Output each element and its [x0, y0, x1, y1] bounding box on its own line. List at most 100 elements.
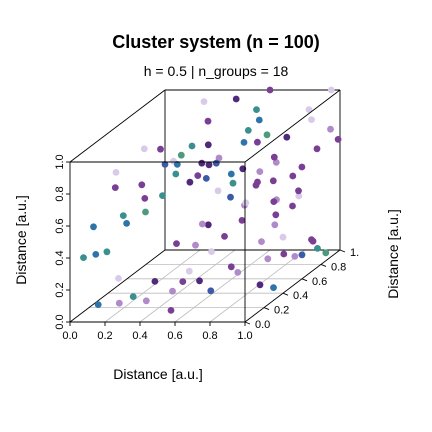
- data-point: [269, 177, 277, 185]
- y-tick-mark: [339, 249, 346, 253]
- y-axis-label: Distance [a.u.]: [385, 209, 401, 299]
- z-tick-label: 1.0: [54, 154, 66, 169]
- data-point: [159, 192, 166, 200]
- y-tick-label: 0.0: [255, 319, 270, 331]
- data-point: [215, 154, 223, 162]
- data-point: [173, 161, 181, 168]
- y-tick-label: 1.: [350, 247, 359, 259]
- data-points: [80, 86, 342, 314]
- data-point: [167, 307, 175, 314]
- data-point: [270, 284, 277, 291]
- data-point: [295, 192, 303, 200]
- data-point: [334, 136, 342, 143]
- data-point: [173, 240, 180, 248]
- data-point: [227, 263, 235, 271]
- y-tick-label: 0.4: [293, 290, 308, 302]
- z-tick-label: 0.4: [54, 250, 66, 265]
- data-point: [272, 211, 280, 219]
- data-point: [255, 116, 263, 124]
- x-tick-label: 0.0: [62, 330, 77, 342]
- data-point: [196, 277, 203, 285]
- y-tick-mark: [282, 292, 289, 296]
- data-point: [234, 269, 242, 276]
- data-point: [272, 159, 280, 166]
- data-point: [271, 221, 279, 229]
- data-point: [244, 126, 252, 134]
- y-tick-mark: [263, 307, 270, 311]
- data-point: [208, 248, 215, 256]
- data-point: [103, 248, 111, 256]
- box-edge: [244, 249, 341, 323]
- data-point: [258, 238, 265, 246]
- box-edge: [69, 89, 166, 163]
- data-point: [207, 287, 215, 295]
- data-point: [256, 168, 264, 176]
- data-point: [179, 278, 187, 285]
- data-point: [229, 179, 237, 187]
- data-point: [266, 86, 274, 94]
- y-tick-label: 0.6: [312, 276, 327, 288]
- data-point: [202, 175, 210, 182]
- data-point: [198, 220, 206, 228]
- data-point: [194, 172, 202, 180]
- data-point: [221, 233, 228, 240]
- data-point: [298, 251, 306, 259]
- y-tick-mark: [320, 263, 327, 267]
- data-point: [232, 95, 240, 103]
- data-point: [238, 217, 246, 224]
- box-back-edges: [69, 89, 341, 323]
- data-point: [80, 254, 87, 261]
- data-point: [151, 278, 159, 285]
- data-point: [115, 299, 123, 307]
- y-tick-mark: [244, 321, 251, 325]
- data-point: [227, 170, 235, 178]
- z-axis-label: Distance [a.u.]: [13, 195, 29, 285]
- y-axis-ticks: 0.0 0.2 0.4 0.6 0.8 1.: [244, 247, 359, 331]
- x-tick-label: 1.0: [237, 330, 252, 342]
- z-tick-label: 0.0: [54, 314, 66, 329]
- data-point: [254, 138, 261, 146]
- data-point: [111, 184, 119, 192]
- data-point: [172, 170, 180, 178]
- data-point: [280, 250, 288, 258]
- data-point: [270, 153, 278, 161]
- data-point: [313, 145, 321, 153]
- z-tick-label: 0.8: [54, 186, 66, 201]
- x-axis-ticks: 0.0 0.2 0.4 0.6 0.8 1.0: [62, 322, 253, 342]
- data-point: [204, 141, 212, 149]
- data-point: [298, 163, 306, 171]
- data-point: [253, 106, 260, 113]
- data-point: [242, 199, 250, 207]
- floor-grid-line: [174, 249, 271, 323]
- z-axis-ticks: 0.0 0.2 0.4 0.6 0.8 1.0: [54, 154, 70, 330]
- z-tick-label: 0.6: [54, 218, 66, 233]
- data-point: [295, 187, 302, 195]
- x-tick-label: 0.2: [97, 330, 112, 342]
- data-point: [291, 253, 299, 260]
- data-point: [204, 221, 212, 229]
- data-point: [214, 187, 222, 195]
- data-point: [92, 251, 100, 258]
- data-point: [314, 245, 321, 252]
- data-point: [140, 145, 148, 153]
- data-point: [205, 161, 213, 169]
- data-point: [289, 172, 297, 180]
- y-tick-label: 0.8: [331, 261, 346, 273]
- data-point: [198, 159, 206, 167]
- data-point: [138, 181, 146, 189]
- y-tick-mark: [301, 278, 308, 282]
- floor-grid-line: [139, 249, 236, 323]
- data-point: [308, 116, 315, 123]
- data-point: [227, 193, 234, 201]
- data-point: [252, 181, 260, 189]
- data-point: [188, 142, 196, 150]
- data-point: [94, 301, 102, 308]
- data-point: [327, 125, 334, 133]
- data-point: [283, 133, 291, 141]
- data-point: [129, 293, 137, 300]
- data-point: [115, 275, 122, 282]
- box-front-edges: [69, 89, 341, 323]
- data-point: [192, 241, 199, 249]
- data-point: [322, 249, 330, 257]
